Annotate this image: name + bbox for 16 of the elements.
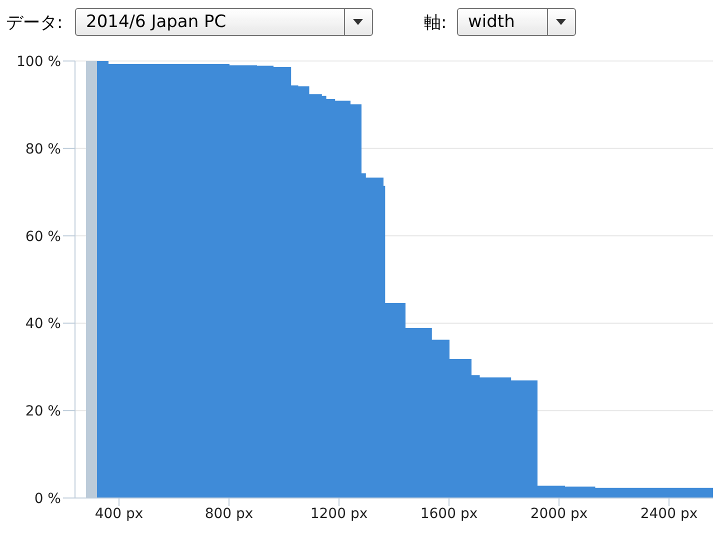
y-tick-label: 100 % [16,54,61,70]
text: width [457,8,576,36]
y-tick-label: 20 % [25,404,61,420]
text: 軸: [424,12,447,34]
y-tick-label: 60 % [25,228,61,245]
y-tick-label: 80 % [25,141,61,158]
x-tick-label: 1200 px [310,506,368,522]
x-tick-label: 2000 px [530,506,588,522]
x-tick-label: 2400 px [640,506,698,522]
y-tick-label: 0 % [34,490,61,507]
text: 2014/6 Japan PC [75,8,373,36]
x-tick-label: 800 px [204,506,254,522]
x-tick-label: 400 px [94,506,144,522]
y-tick-label: 40 % [25,316,61,332]
text: データ: [6,12,63,34]
x-tick-label: 1600 px [420,506,478,522]
